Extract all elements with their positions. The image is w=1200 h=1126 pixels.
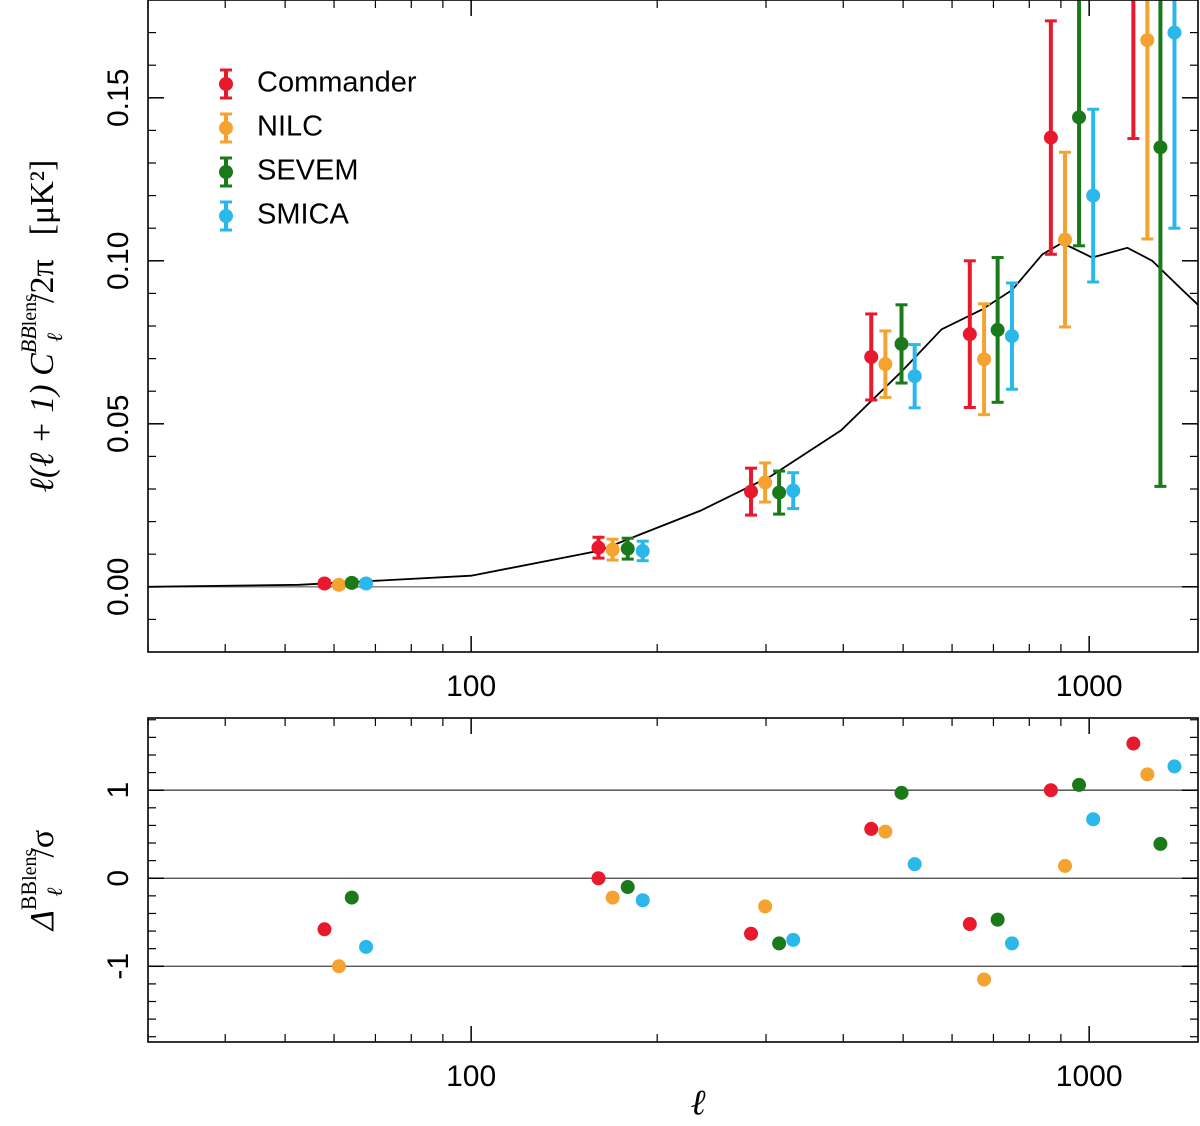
data-point [962,917,977,932]
data-point [894,336,909,351]
y-tick-label: 0.00 [102,558,135,616]
legend-item: SMICA [219,199,350,232]
data-point [962,327,977,342]
legend-item: SEVEM [219,155,359,188]
data-point [1167,25,1182,40]
error-bar [1127,0,1140,141]
error-bar [1154,0,1167,488]
data-point [344,575,359,590]
y-label-main: Δ [24,910,61,932]
data-point [907,857,922,872]
data-point [1072,777,1087,792]
data-point [359,939,374,954]
data-point [620,541,635,556]
data-point [864,349,879,364]
y-tick-label: 0 [102,870,135,887]
data-point [878,824,893,839]
plot-frame [147,717,1199,1043]
data-point [635,543,650,558]
y-axis-label: ℓ(ℓ + 1) CBBlensℓ/2π [μK²] [16,160,67,493]
y-tick-label: 0.15 [102,69,135,127]
data-point [1086,812,1101,827]
data-point [758,475,773,490]
data-point [317,922,332,937]
y-label-tail: /σ [24,830,61,858]
data-point [977,972,992,987]
data-point [331,577,346,592]
x-axis-label: ℓ [691,1082,706,1122]
data-point [786,483,801,498]
data-point [772,936,787,951]
data-point [772,485,787,500]
data-point [758,899,773,914]
data-point [878,357,893,372]
data-point [1058,858,1073,873]
y-label-sub: ℓ [42,887,67,897]
data-point [591,871,606,886]
data-point [1126,736,1141,751]
legend-label: NILC [257,111,323,143]
data-point [1004,329,1019,344]
data-point [1153,140,1168,155]
legend-label: Commander [257,67,417,99]
data-point [605,542,620,557]
data-point [744,484,759,499]
x-tick-label: 100 [446,670,496,703]
legend-swatch [219,165,233,179]
y-tick-label: -1 [102,953,135,980]
y-label-sup2: lens [19,294,41,326]
data-point [620,880,635,895]
y-tick-label: 1 [102,782,135,799]
legend-item: Commander [219,67,417,100]
theory-curve [148,241,1198,588]
data-point [894,785,909,800]
y-label-unit: [μK²] [24,160,61,236]
data-point [1140,767,1155,782]
plot-area [148,736,1198,987]
y-label-main: ℓ(ℓ + 1) C [24,353,61,492]
y-tick-label: 0.10 [102,232,135,290]
data-point [1043,130,1058,145]
data-point [1043,783,1058,798]
x-tick-label: 100 [446,1060,496,1093]
y-label-sub: ℓ [42,332,67,342]
data-point [1153,836,1168,851]
data-point [1086,188,1101,203]
data-point [605,890,620,905]
data-point [786,932,801,947]
data-point [1167,759,1182,774]
data-point [977,352,992,367]
legend-swatch [219,209,233,223]
data-point [591,540,606,555]
y-label-sup: BB [16,326,41,353]
legend-label: SMICA [257,199,350,231]
x-tick-label: 1000 [1056,670,1123,703]
data-point [359,576,374,591]
data-point [331,959,346,974]
x-tick-label: 1000 [1056,1060,1123,1093]
data-point [990,322,1005,337]
y-label-tail: /2π [24,259,61,303]
y-label-sup2: lens [19,848,41,880]
data-point [1058,232,1073,247]
legend-swatch [219,121,233,135]
legend-label: SEVEM [257,155,359,187]
data-point [1072,110,1087,125]
data-point [317,576,332,591]
data-point [864,821,879,836]
y-label-sup: BB [16,881,41,910]
legend-item: NILC [219,111,323,144]
y-axis-label: ΔBBlensℓ/σ [16,830,67,933]
data-point [344,890,359,905]
data-point [907,369,922,384]
legend-swatch [219,77,233,91]
data-point [990,912,1005,927]
data-point [1140,33,1155,48]
data-point [744,926,759,941]
y-tick-label: 0.05 [102,395,135,453]
data-point [635,893,650,908]
plot-area [148,0,1198,592]
data-point [1004,936,1019,951]
